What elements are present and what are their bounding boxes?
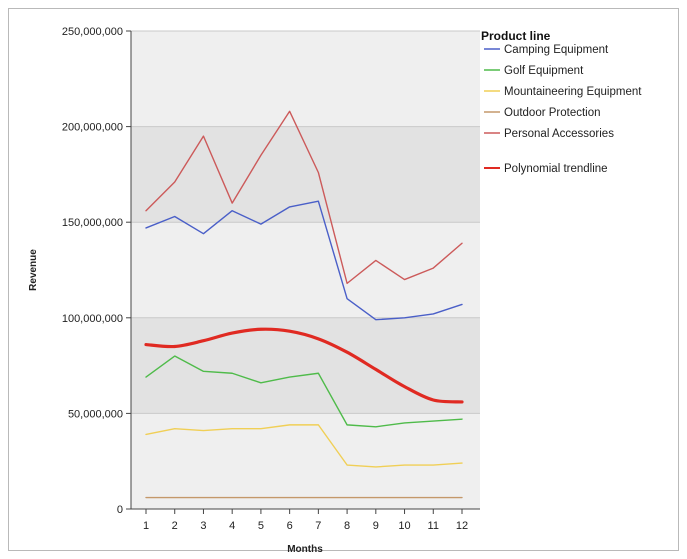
y-tick-label: 250,000,000 [62,26,123,38]
series-line-golf-equipment [145,355,463,428]
legend-label-outdoor-protection: Outdoor Protection [504,107,601,119]
x-tick-label: 4 [229,520,235,532]
legend-label-personal-accessories: Personal Accessories [504,128,614,140]
series-line-mountaineering-equipment [145,424,463,468]
x-tick-label: 7 [315,520,321,532]
x-tick-label: 2 [172,520,178,532]
y-tick-labels: 0 50,000,000 100,000,000 150,000,000 200,000… [62,26,123,516]
legend: Product line Camping Equipment Golf Equip… [481,29,642,175]
series-line-polynomial-trendline [144,327,464,404]
legend-label-golf-equipment: Golf Equipment [504,65,584,77]
x-tick-label: 6 [287,520,293,532]
x-tick-label: 8 [344,520,350,532]
legend-title: Product line [481,29,551,43]
y-axis-title: Revenue [28,249,39,291]
y-tick-label: 200,000,000 [62,122,123,134]
x-tick-label: 5 [258,520,264,532]
x-tick-label: 10 [398,520,410,532]
legend-label-mountaineering-equipment: Mountaineering Equipment [504,86,642,98]
y-tick-label: 150,000,000 [62,217,123,229]
legend-label-polynomial-trendline: Polynomial trendline [504,163,608,175]
series-line-personal-accessories [145,110,463,285]
series-lines [144,110,464,499]
y-tick-label: 50,000,000 [68,408,123,420]
x-tick-label: 3 [200,520,206,532]
x-tick-label: 12 [456,520,468,532]
y-tick-label: 100,000,000 [62,313,123,325]
legend-label-camping-equipment: Camping Equipment [504,44,609,56]
gridlines [131,30,480,414]
axes [126,30,480,514]
x-tick-label: 9 [373,520,379,532]
y-tick-label: 0 [117,504,123,516]
x-tick-labels: 1 2 3 4 5 6 7 8 9 10 11 12 [143,520,468,532]
x-tick-label: 1 [143,520,149,532]
x-tick-label: 11 [428,520,439,532]
background-band [131,126,480,223]
x-axis-title: Months [287,544,323,555]
series-line-camping-equipment [145,200,463,321]
